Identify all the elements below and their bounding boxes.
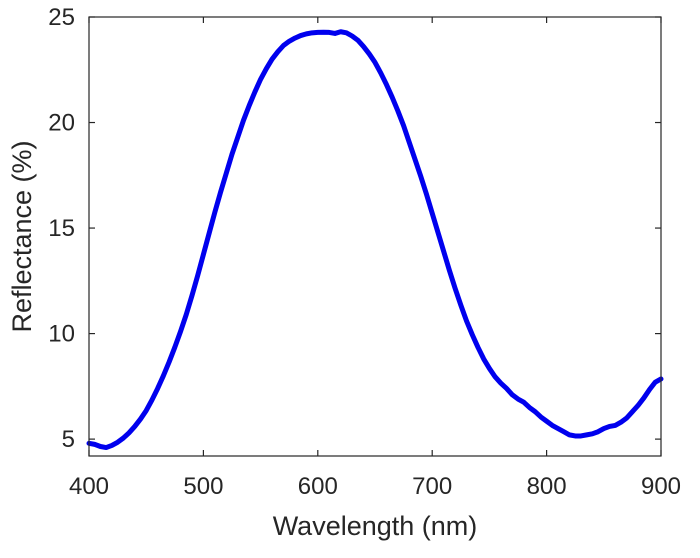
- y-tick-label-25: 25: [48, 4, 75, 31]
- labels-layer: 400 500 600 700 800 900 5 10 15 20 25 Wavelength (n…: [7, 4, 681, 541]
- plot-background: [89, 17, 661, 456]
- y-axis-title: Reflectance (%): [7, 140, 37, 332]
- series-line-1: [86, 29, 664, 451]
- ticks-layer: [88, 16, 662, 456]
- y-tick-label-10: 10: [48, 321, 75, 348]
- axes-box: [88, 16, 662, 457]
- x-tick-label-600: 600: [298, 473, 338, 500]
- x-tick-label-900: 900: [641, 473, 681, 500]
- axes-layer: [88, 16, 662, 457]
- y-tick-label-15: 15: [48, 215, 75, 242]
- x-tick-label-500: 500: [183, 473, 223, 500]
- x-axis-title: Wavelength (nm): [273, 511, 478, 541]
- y-tick-label-5: 5: [62, 426, 75, 453]
- plot-area: [89, 17, 661, 456]
- y-tick-label-20: 20: [48, 110, 75, 137]
- series-layer: [86, 29, 664, 451]
- x-tick-label-700: 700: [412, 473, 452, 500]
- x-tick-label-400: 400: [69, 473, 109, 500]
- x-tick-label-800: 800: [527, 473, 567, 500]
